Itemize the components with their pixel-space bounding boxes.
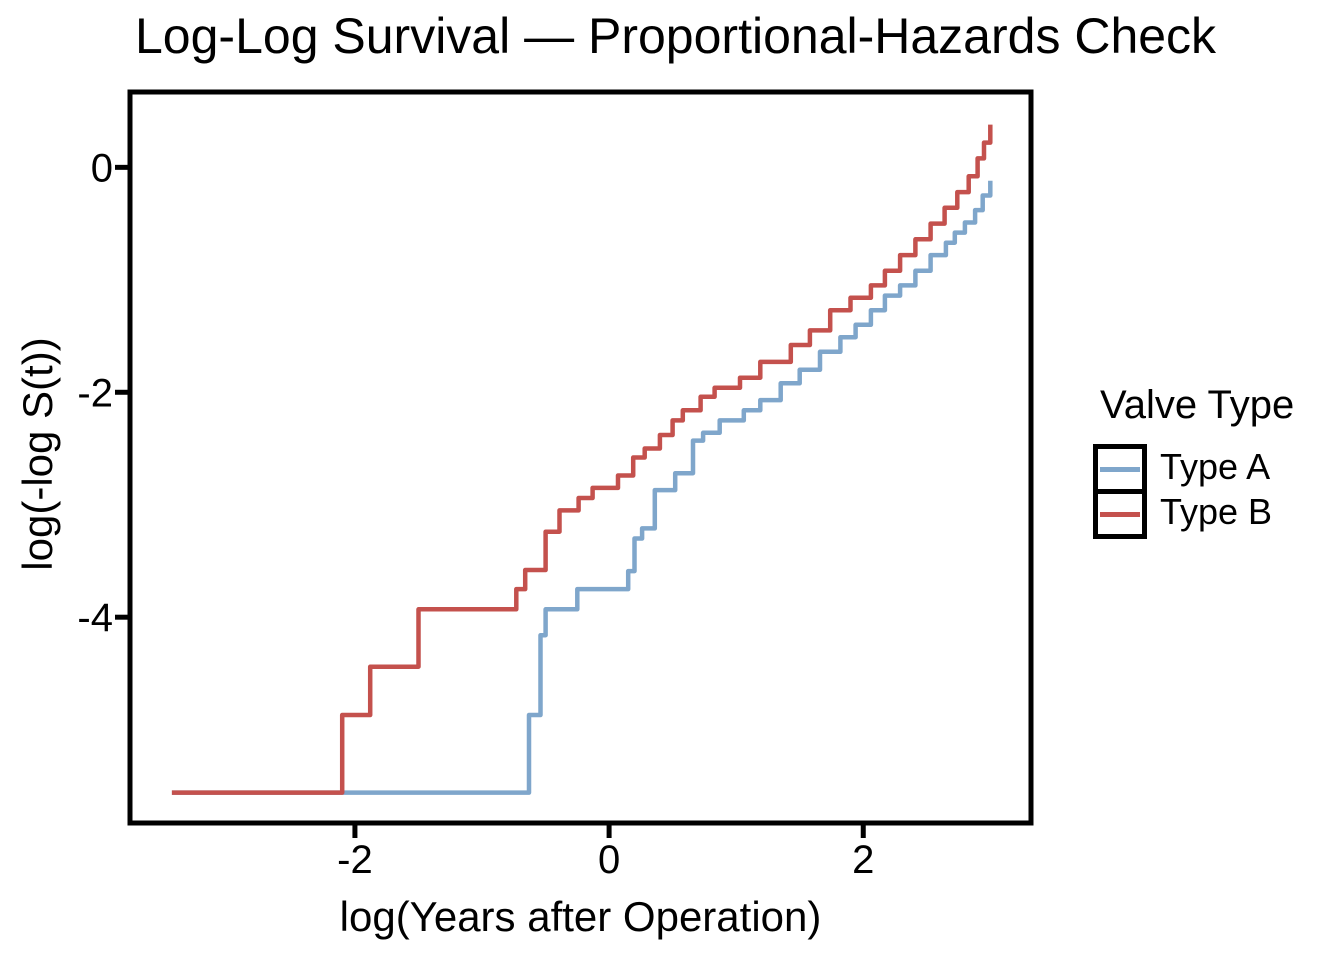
legend-key-type-b	[1093, 489, 1147, 539]
y-tick-label: -2	[77, 371, 113, 415]
type-b-line-sample	[1100, 511, 1140, 517]
x-tick-label: 0	[598, 838, 620, 882]
legend-label-type-a: Type A	[1160, 446, 1271, 487]
x-axis-label: log(Years after Operation)	[339, 893, 822, 940]
legend-label-type-b: Type B	[1160, 491, 1273, 532]
y-tick-label: 0	[91, 146, 113, 190]
legend-title: Valve Type	[1100, 383, 1295, 427]
curve-type-b	[171, 124, 993, 795]
y-tick-label: -4	[77, 596, 113, 640]
panel-border	[127, 89, 1034, 826]
chart-title: Log-Log Survival — Proportional-Hazards …	[135, 8, 1217, 64]
legend-key-type-a	[1093, 444, 1147, 494]
legend-keys	[1093, 444, 1147, 539]
legend-labels: Type A Type B	[1160, 444, 1272, 539]
x-tick-label: 2	[852, 838, 874, 882]
y-axis-label: log(-log S(t))	[14, 337, 61, 571]
x-tick-label: -2	[337, 838, 373, 882]
curve-type-a	[171, 180, 993, 795]
type-a-line-sample	[1100, 466, 1140, 472]
